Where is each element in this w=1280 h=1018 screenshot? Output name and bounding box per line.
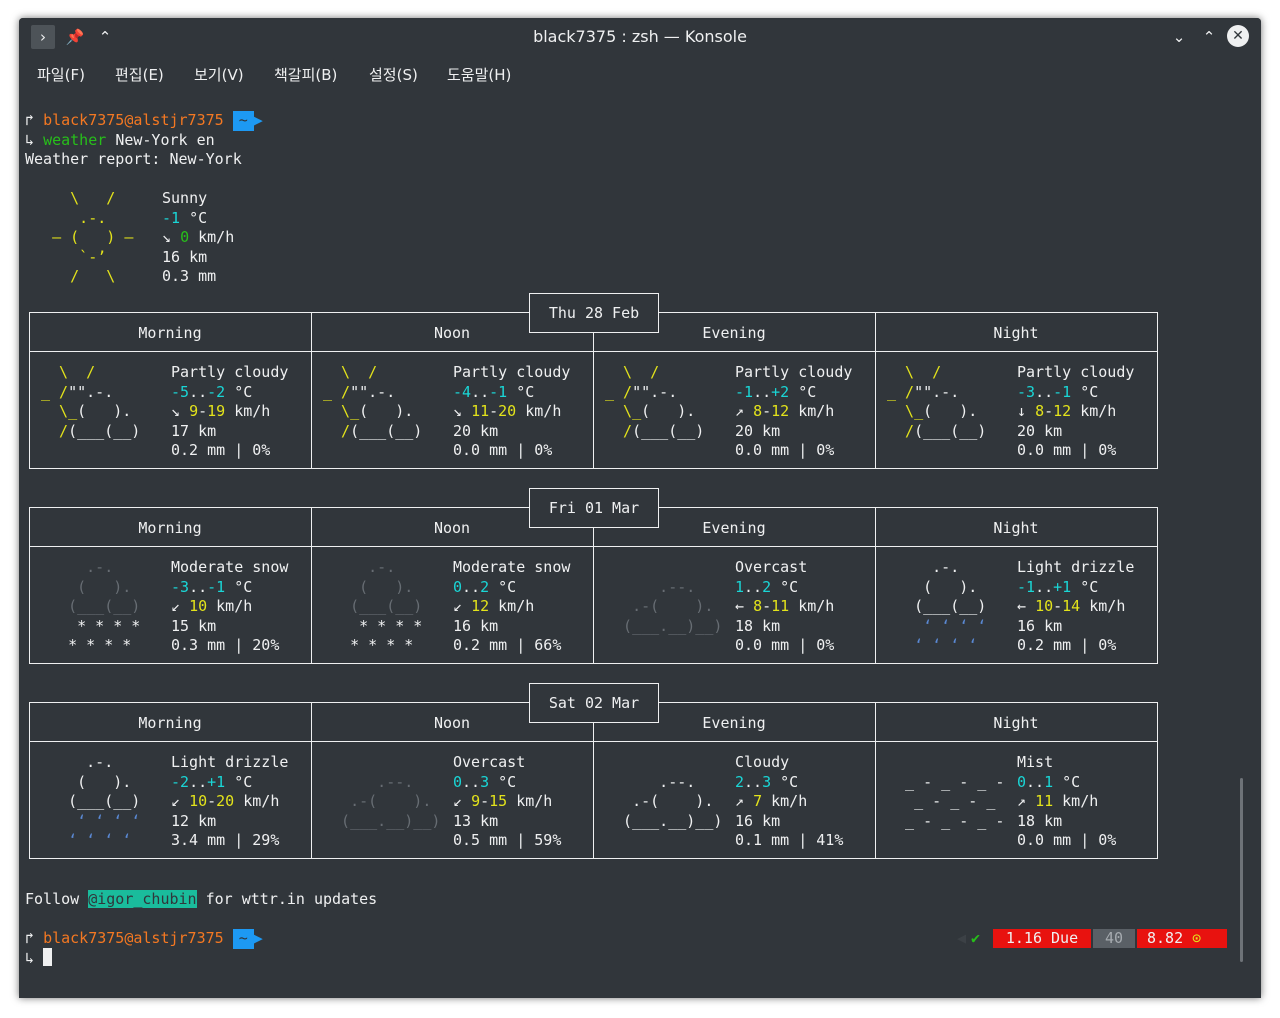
forecast-slot: Light drizzle -1..+1 °C ← 10-14 km/h 16 … [1017, 558, 1135, 654]
current-temp: -1 [162, 208, 181, 227]
forecast-slot: Overcast 0..3 °C ↙ 9-15 km/h 13 km 0.5 m… [453, 753, 562, 849]
period-header: Noon [433, 714, 471, 732]
column-divider [593, 702, 594, 859]
sun-ascii-art: \ / .-. ― ( ) ― `-’ / \ [52, 189, 134, 285]
menu-settings[interactable]: 설정(S) [369, 66, 418, 84]
status-segments: ◀ ✔ 1.16 Due 40 8.82 ⊙ [957, 929, 1229, 948]
command-args: New-York en [115, 131, 215, 149]
terminal-app-icon[interactable]: › [31, 25, 55, 49]
minimize-icon[interactable]: ⌄ [1172, 28, 1186, 46]
date-label: Sat 02 Mar [529, 683, 659, 723]
current-precip: 0.3 mm [162, 267, 217, 285]
forecast-slot: Mist 0..1 °C ↗ 11 km/h 18 km 0.0 mm | 0% [1017, 753, 1117, 849]
snow-ascii-art: .-. ( ). (___(__) * * * * * * * * [323, 558, 423, 654]
column-divider [311, 312, 312, 469]
close-icon[interactable]: ✕ [1227, 25, 1249, 47]
partly-ascii-art: \ / _ /"".-. \_( ). /(___(__) [41, 363, 141, 440]
period-header: Noon [433, 519, 471, 537]
overcast-ascii-art: .--. .-( ). (___.__)__) [323, 772, 441, 830]
report-title: Weather report: New-York [25, 150, 242, 168]
column-divider [311, 702, 312, 859]
prompt-line-2: ↱ black7375@alstjr7375 ~ ▶ [25, 929, 263, 949]
menu-bookmarks[interactable]: 책갈피(B) [274, 66, 338, 84]
current-visibility: 16 km [162, 247, 208, 266]
forecast-slot: Cloudy 2..3 °C ↗ 7 km/h 16 km 0.1 mm | 4… [735, 753, 844, 849]
scrollbar[interactable] [1240, 778, 1243, 962]
keep-above-icon[interactable]: ⌃ [98, 28, 112, 46]
status-check-icon: ✔ [971, 929, 981, 947]
period-header: Evening [702, 519, 766, 537]
command-line: ↳ weather New-York en [25, 131, 215, 149]
period-header: Morning [138, 324, 202, 342]
menu-view[interactable]: 보기(V) [194, 66, 244, 84]
mist-ascii-art: _ - _ - _ - _ - _ - _ _ - _ - _ - [905, 772, 1005, 830]
current-condition: Sunny [162, 189, 208, 207]
status-score: 8.82 ⊙ [1137, 929, 1227, 948]
partly-ascii-art: \ / _ /"".-. \_( ). /(___(__) [887, 363, 987, 440]
forecast-slot: Partly cloudy -4..-1 °C ↘ 11-20 km/h 20 … [453, 363, 571, 459]
menu-help[interactable]: 도움말(H) [447, 66, 512, 84]
partly-ascii-art: \ / _ /"".-. \_( ). /(___(__) [605, 363, 705, 440]
forecast-slot: Moderate snow 0..2 °C ↙ 12 km/h 16 km 0.… [453, 558, 571, 654]
current-wind: 0 [180, 228, 190, 246]
follow-pre: Follow [25, 890, 89, 908]
prompt-user-2: black7375@alstjr7375 [43, 929, 224, 947]
terminal-area[interactable]: ↱ black7375@alstjr7375 ~ ▶ ↳ weather New-… [19, 90, 1261, 998]
menu-file[interactable]: 파일(F) [37, 66, 85, 84]
date-label: Fri 01 Mar [529, 488, 659, 528]
column-divider [593, 312, 594, 469]
period-header: Evening [702, 714, 766, 732]
column-divider [875, 507, 876, 664]
cloudy-ascii-art: .--. .-( ). (___.__)__) [623, 772, 723, 830]
follow-post: for wttr.in updates [196, 890, 378, 908]
prompt-dir-2: ~ [232, 929, 254, 949]
follow-handle[interactable]: @igor_chubin [88, 890, 197, 908]
command-name: weather [43, 131, 107, 149]
forecast-slot: Light drizzle -2..+1 °C ↙ 10-20 km/h 12 … [171, 753, 289, 849]
column-divider [311, 507, 312, 664]
overcast-ascii-art: .--. .-( ). (___.__)__) [605, 577, 723, 635]
snow-ascii-art: .-. ( ). (___(__) * * * * * * * * [41, 558, 141, 654]
period-header: Noon [433, 324, 471, 342]
current-temp-unit: °C [180, 208, 208, 227]
input-line[interactable]: ↳ [25, 948, 53, 969]
prompt-user: black7375@alstjr7375 [43, 111, 224, 129]
period-header: Evening [702, 324, 766, 342]
period-header: Morning [138, 714, 202, 732]
period-header: Night [993, 714, 1039, 732]
drizzle-ascii-art: .-. ( ). (___(__) ‘ ‘ ‘ ‘ ‘ ‘ ‘ ‘ [887, 558, 987, 654]
maximize-icon[interactable]: ⌃ [1202, 28, 1216, 46]
forecast-slot: Partly cloudy -1..+2 °C ↗ 8-12 km/h 20 k… [735, 363, 853, 459]
konsole-window: › 📌 ⌃ black7375 : zsh — Konsole ⌄ ⌃ ✕ 파일… [19, 18, 1261, 998]
window-title: black7375 : zsh — Konsole [533, 27, 747, 46]
status-score-icon: ⊙ [1192, 929, 1202, 947]
column-divider [593, 507, 594, 664]
forecast-slot: Partly cloudy -3..-1 °C ↓ 8-12 km/h 20 k… [1017, 363, 1135, 459]
column-divider [875, 312, 876, 469]
drizzle-ascii-art: .-. ( ). (___(__) ‘ ‘ ‘ ‘ ‘ ‘ ‘ ‘ [41, 753, 141, 849]
date-label: Thu 28 Feb [529, 293, 659, 333]
forecast-slot: Partly cloudy -5..-2 °C ↘ 9-19 km/h 17 k… [171, 363, 289, 459]
current-wind-unit: km/h [189, 228, 235, 246]
forecast-slot: Moderate snow -3..-1 °C ↙ 10 km/h 15 km … [171, 558, 289, 654]
status-count: 40 [1093, 929, 1135, 948]
period-header: Morning [138, 519, 202, 537]
period-header: Night [993, 324, 1039, 342]
period-header: Night [993, 519, 1039, 537]
text-cursor [43, 948, 53, 966]
menu-bar: 파일(F) 편집(E) 보기(V) 책갈피(B) 설정(S) 도움말(H) [19, 56, 1261, 90]
forecast-slot: Overcast 1..2 °C ← 8-11 km/h 18 km 0.0 m… [735, 558, 835, 654]
current-weather: Sunny -1 °C ↘ 0 km/h 16 km 0.3 mm [162, 189, 234, 287]
follow-line: Follow @igor_chubin for wttr.in updates [25, 890, 377, 910]
status-due: 1.16 Due [993, 929, 1091, 948]
column-divider [875, 702, 876, 859]
pin-icon[interactable]: 📌 [65, 28, 85, 46]
current-wind-arrow: ↘ [162, 228, 172, 246]
partly-ascii-art: \ / _ /"".-. \_( ). /(___(__) [323, 363, 423, 440]
prompt-dir: ~ [232, 111, 254, 131]
title-bar: › 📌 ⌃ black7375 : zsh — Konsole ⌄ ⌃ ✕ [19, 18, 1261, 56]
prompt-line: ↱ black7375@alstjr7375 ~ ▶ [25, 111, 263, 131]
menu-edit[interactable]: 편집(E) [115, 66, 164, 84]
